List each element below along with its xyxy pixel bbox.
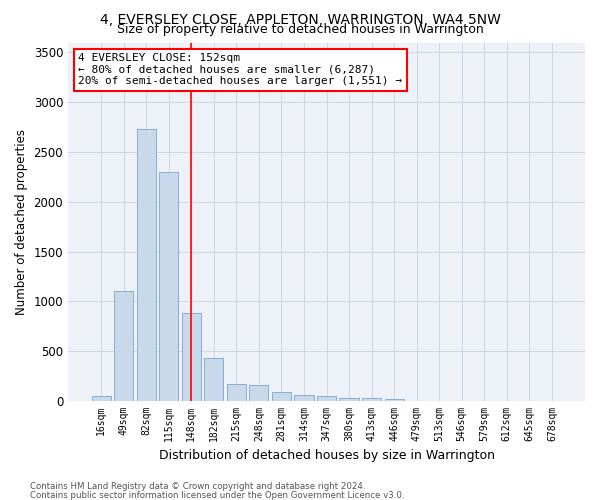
Text: 4, EVERSLEY CLOSE, APPLETON, WARRINGTON, WA4 5NW: 4, EVERSLEY CLOSE, APPLETON, WARRINGTON,… (100, 12, 500, 26)
Bar (227, 384, 246, 401)
Bar (295, 394, 314, 401)
Y-axis label: Number of detached properties: Number of detached properties (15, 129, 28, 315)
Bar (204, 358, 223, 401)
Bar (272, 392, 291, 401)
Bar (92, 396, 110, 401)
Bar (362, 398, 381, 401)
Bar (137, 129, 156, 401)
Text: Contains public sector information licensed under the Open Government Licence v3: Contains public sector information licen… (30, 490, 404, 500)
Bar (317, 396, 336, 401)
Bar (385, 398, 404, 401)
Bar (114, 292, 133, 401)
Text: 4 EVERSLEY CLOSE: 152sqm
← 80% of detached houses are smaller (6,287)
20% of sem: 4 EVERSLEY CLOSE: 152sqm ← 80% of detach… (79, 54, 403, 86)
Bar (159, 172, 178, 401)
Text: Contains HM Land Registry data © Crown copyright and database right 2024.: Contains HM Land Registry data © Crown c… (30, 482, 365, 491)
Text: Size of property relative to detached houses in Warrington: Size of property relative to detached ho… (116, 22, 484, 36)
Bar (182, 314, 201, 401)
X-axis label: Distribution of detached houses by size in Warrington: Distribution of detached houses by size … (158, 450, 494, 462)
Bar (250, 384, 268, 401)
Bar (340, 398, 359, 401)
